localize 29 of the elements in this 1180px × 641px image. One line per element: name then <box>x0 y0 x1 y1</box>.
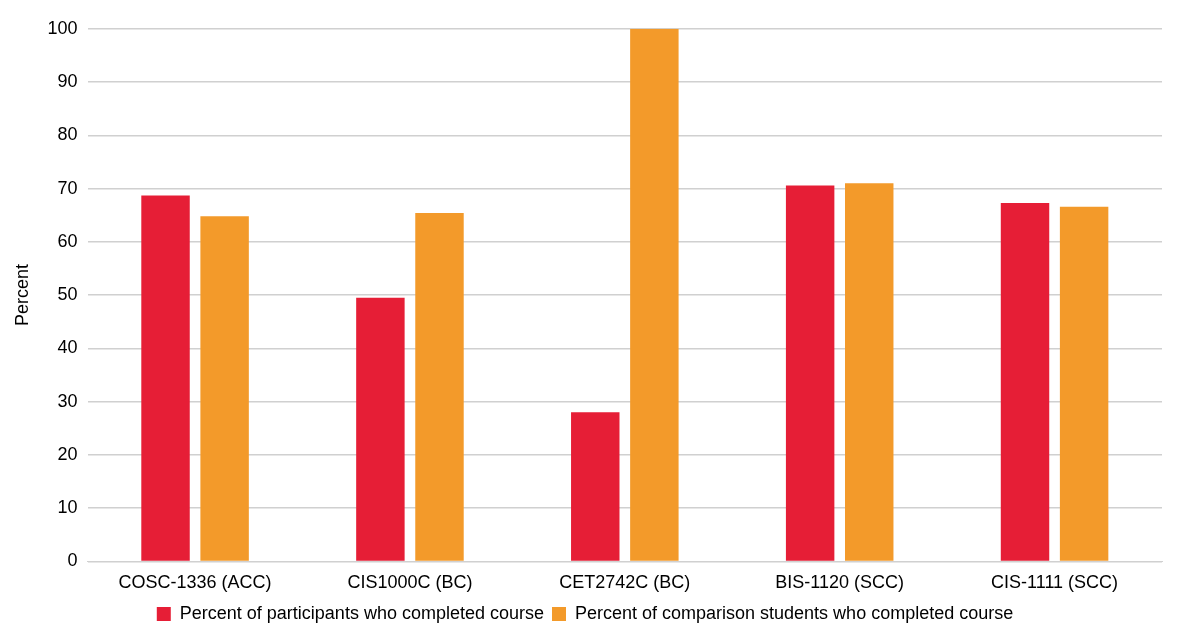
y-tick-label: 90 <box>57 71 78 92</box>
y-tick-label: 0 <box>67 550 78 571</box>
bar <box>415 213 464 561</box>
bar <box>1059 206 1109 561</box>
legend-label: Percent of comparison students who completed course <box>574 602 1014 623</box>
x-tick-label: CIS1000C (BC) <box>347 572 473 593</box>
x-tick-label: CIS-1111 (SCC) <box>991 572 1119 593</box>
x-tick-label: COSC-1336 (ACC) <box>118 572 272 593</box>
y-tick-label: 80 <box>57 124 78 145</box>
y-tick-label: 10 <box>57 497 78 518</box>
bar <box>200 216 249 561</box>
y-tick-label: 70 <box>57 177 78 198</box>
y-tick-label: 20 <box>57 443 78 464</box>
y-tick-label: 50 <box>57 284 78 305</box>
y-tick-label: 40 <box>57 337 78 358</box>
bar <box>630 28 679 561</box>
legend-label: Percent of participants who completed course <box>179 602 544 623</box>
x-tick-label: BIS-1120 (SCC) <box>775 572 905 593</box>
bar <box>141 195 190 561</box>
bar <box>571 412 620 561</box>
bar <box>356 297 405 561</box>
y-tick-label: 100 <box>47 17 78 38</box>
x-tick-label: CET2742C (BC) <box>559 572 691 593</box>
y-tick-label: 60 <box>57 230 78 251</box>
y-axis-title: Percent <box>11 264 32 327</box>
bar <box>845 183 894 561</box>
y-tick-label: 30 <box>57 390 78 411</box>
bar <box>785 185 835 561</box>
bar <box>1000 202 1050 561</box>
